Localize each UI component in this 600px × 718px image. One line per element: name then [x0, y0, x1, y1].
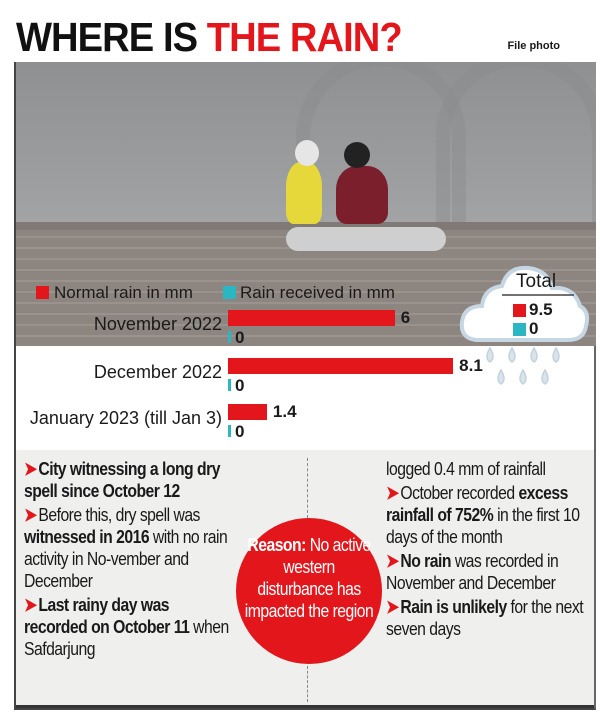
note-text: October recorded	[400, 482, 519, 503]
note-text: for the next seven days	[386, 596, 584, 639]
legend-received: Rain received in mm	[240, 283, 395, 302]
bullet-arrow-icon: ➤	[24, 594, 37, 615]
bar-received	[228, 379, 231, 391]
cloud-icon	[459, 265, 590, 385]
arch	[436, 62, 596, 242]
note-bold-text: excess rainfall of 752%	[386, 482, 568, 525]
note-text: with no rain activity in No-vember and D…	[24, 526, 228, 591]
note-text: Before this, dry spell was	[38, 504, 200, 525]
bar-received	[228, 425, 231, 437]
value-label-normal: 1.4	[272, 402, 297, 421]
note-text: in the first 10 days of the month	[386, 504, 580, 547]
rider-helmet	[295, 140, 319, 166]
value-label-received: 0	[235, 328, 245, 347]
bullet-arrow-icon: ➤	[24, 458, 37, 479]
bar-normal	[228, 310, 395, 326]
total-swatch-normal	[513, 304, 526, 317]
value-label-received: 0	[235, 376, 245, 395]
category-label: December 2022	[93, 362, 222, 382]
bullet-arrow-icon: ➤	[386, 596, 399, 617]
category-label: January 2023 (till Jan 3)	[29, 408, 222, 428]
note-bold-text: witnessed in 2016	[24, 526, 150, 547]
headline: WHERE IS THE RAIN?	[16, 14, 403, 61]
totals-title: Total	[516, 271, 557, 292]
note-continuation: logged 0.4 mm of rainfall	[386, 458, 546, 479]
value-label-received: 0	[235, 422, 245, 441]
note-bullet: ➤Last rainy day was recorded on October …	[24, 594, 232, 660]
note-bullet: ➤No rain was recorded in November and De…	[386, 550, 591, 594]
photo-credit: File photo	[507, 40, 560, 52]
total-swatch-received	[513, 323, 526, 336]
total-received: 0	[529, 319, 539, 338]
value-label-normal: 8.1	[459, 356, 483, 375]
rider-yellow	[286, 162, 322, 224]
reason-content: Reason: No active western disturbance ha…	[244, 534, 374, 622]
legend-swatch-normal	[36, 286, 49, 299]
bar-received	[228, 331, 231, 343]
reason-label: Reason:	[247, 534, 306, 555]
notes-right-column: logged 0.4 mm of rainfall ➤October recor…	[386, 458, 591, 640]
column-divider	[307, 666, 308, 702]
legend-normal: Normal rain in mm	[54, 283, 193, 302]
bullet-arrow-icon: ➤	[386, 550, 399, 571]
rider-red	[336, 166, 388, 224]
note-bold-text: City witnessing a long dry spell since O…	[24, 458, 220, 501]
headline-part2: THE RAIN?	[206, 14, 403, 60]
note-bullet: ➤City witnessing a long dry spell since …	[24, 458, 232, 502]
scooter	[286, 227, 446, 251]
bar-normal	[228, 358, 454, 374]
bullet-arrow-icon: ➤	[386, 482, 399, 503]
note-bullet: ➤Rain is unlikely for the next seven day…	[386, 596, 591, 640]
column-divider	[307, 458, 308, 518]
reason-text: No active western disturbance has impact…	[244, 534, 374, 621]
bar-normal	[228, 404, 267, 420]
category-label: November 2022	[93, 314, 222, 334]
legend-swatch-received	[223, 286, 236, 299]
notes-left-column: ➤City witnessing a long dry spell since …	[24, 458, 232, 660]
note-bold-text: Rain is unlikely	[400, 596, 507, 617]
value-label-normal: 6	[400, 308, 411, 327]
note-bold-text: No rain	[400, 550, 451, 571]
reason-circle: Reason: No active western disturbance ha…	[236, 518, 382, 664]
headline-part1: WHERE IS	[16, 14, 207, 60]
note-text: was recorded in November and December	[386, 550, 559, 593]
bullet-arrow-icon: ➤	[24, 504, 37, 525]
total-normal: 9.5	[529, 300, 553, 319]
note-bullet: ➤Before this, dry spell was witnessed in…	[24, 504, 232, 592]
note-bullet: ➤October recorded excess rainfall of 752…	[386, 482, 591, 548]
note-bold-text: Last rainy day was recorded on October 1…	[24, 594, 190, 637]
note-text: when Safdarjung	[24, 616, 229, 659]
rider-helmet	[344, 142, 370, 168]
